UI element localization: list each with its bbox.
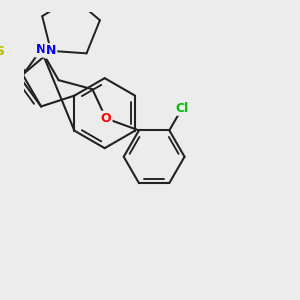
Text: S: S [0,45,4,58]
Text: O: O [101,112,111,125]
Text: Cl: Cl [176,102,189,115]
Text: N: N [46,44,56,57]
Text: N: N [36,43,46,56]
